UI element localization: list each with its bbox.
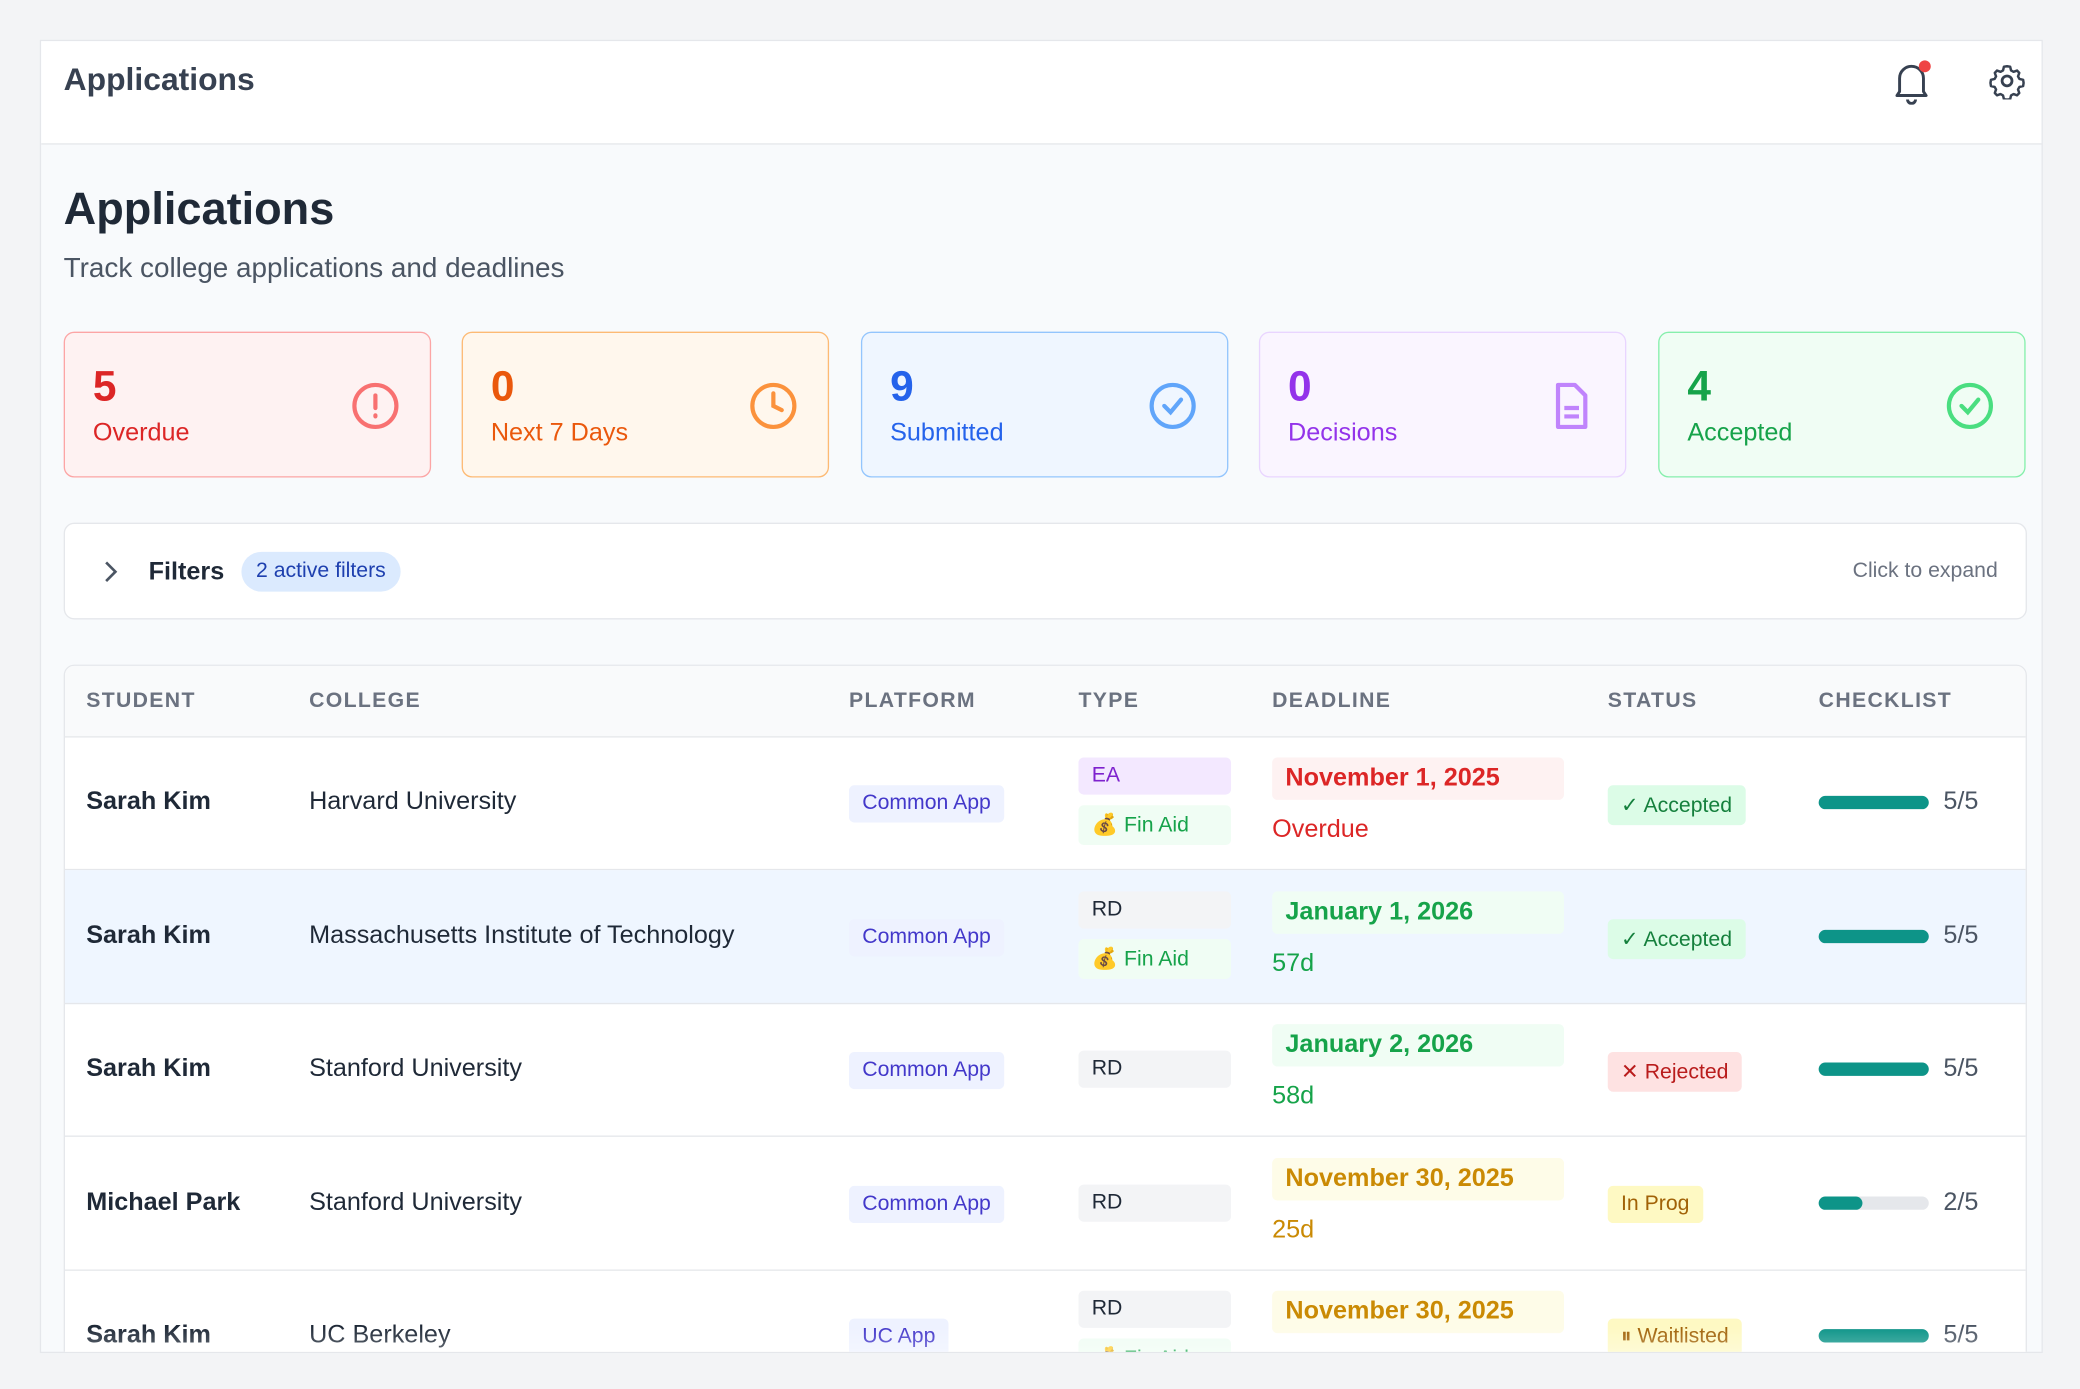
college-name: Massachusetts Institute of Technology bbox=[309, 921, 735, 950]
stat-card[interactable]: 9 Submitted bbox=[860, 331, 1229, 478]
deadline-note: 58d bbox=[1272, 1082, 1315, 1111]
type-badge: RD bbox=[1078, 1183, 1232, 1222]
type-badge: RD bbox=[1078, 1290, 1232, 1328]
app-panel: Applications Applications Track college … bbox=[39, 39, 2043, 1354]
notifications-button[interactable] bbox=[1892, 60, 1932, 105]
stat-label: Accepted bbox=[1687, 419, 1793, 448]
filters-label: Filters bbox=[148, 558, 225, 587]
top-bar: Applications bbox=[41, 41, 2042, 145]
college-name: Harvard University bbox=[309, 787, 517, 816]
checklist-fill bbox=[1818, 929, 1929, 943]
stat-value: 0 bbox=[490, 362, 515, 410]
student-name: Sarah Kim bbox=[86, 1054, 211, 1083]
checklist-fill bbox=[1818, 1062, 1929, 1076]
checklist-count: 2/5 bbox=[1943, 1187, 1979, 1216]
student-name: Michael Park bbox=[86, 1187, 241, 1216]
deadline-date: January 1, 2026 bbox=[1272, 890, 1564, 934]
checklist-count: 5/5 bbox=[1943, 787, 1979, 816]
deadline-date: November 1, 2025 bbox=[1272, 757, 1564, 800]
column-header: STATUS bbox=[1607, 689, 1698, 713]
stat-card[interactable]: 4 Accepted bbox=[1658, 331, 2026, 478]
column-header: CHECKLIST bbox=[1818, 689, 1953, 713]
applications-table: STUDENT COLLEGE PLATFORM TYPE DEADLINE STATUS… bbox=[63, 664, 2027, 1352]
type-badge: 💰 Fin Aid bbox=[1078, 805, 1232, 845]
column-header: COLLEGE bbox=[309, 689, 421, 713]
status-badge: ✕ Rejected bbox=[1607, 1051, 1742, 1092]
platform-badge: Common App bbox=[848, 918, 1005, 956]
column-header: TYPE bbox=[1078, 689, 1140, 713]
table-row[interactable]: Sarah Kim Stanford University Common App RD… bbox=[64, 1003, 2026, 1137]
stat-value: 9 bbox=[890, 362, 914, 410]
college-name: Stanford University bbox=[309, 1187, 523, 1216]
header-title: Applications bbox=[63, 62, 255, 99]
checklist-fill bbox=[1818, 1195, 1863, 1210]
checklist-progress bbox=[1818, 1062, 1929, 1076]
filters-hint: Click to expand bbox=[1852, 559, 1998, 583]
platform-badge: Common App bbox=[848, 785, 1005, 823]
stat-label: Overdue bbox=[92, 419, 190, 448]
stat-card[interactable]: 0 Next 7 Days bbox=[461, 331, 830, 478]
checklist-progress bbox=[1818, 929, 1929, 943]
bottom-fade bbox=[64, 1326, 2026, 1352]
deadline-note: 57d bbox=[1272, 949, 1315, 977]
type-badge: 💰 Fin Aid bbox=[1078, 938, 1232, 979]
table-row[interactable]: Sarah Kim Massachusetts Institute of Tech… bbox=[64, 869, 2026, 1004]
deadline-date: November 30, 2025 bbox=[1272, 1290, 1564, 1334]
checklist-count: 5/5 bbox=[1943, 921, 1979, 950]
column-header: DEADLINE bbox=[1272, 689, 1392, 713]
status-badge: ✓ Accepted bbox=[1607, 918, 1746, 959]
table-row[interactable]: Michael Park Stanford University Common Ap… bbox=[64, 1136, 2026, 1271]
stat-value: 4 bbox=[1687, 362, 1711, 410]
column-header: STUDENT bbox=[86, 689, 196, 713]
filters-badge: 2 active filters bbox=[241, 551, 401, 592]
type-badge: RD bbox=[1078, 890, 1232, 928]
stat-card[interactable]: 0 Decisions bbox=[1258, 331, 1627, 478]
table-header: STUDENT COLLEGE PLATFORM TYPE DEADLINE STATUS… bbox=[64, 665, 2026, 738]
checklist-progress bbox=[1818, 795, 1929, 810]
table-row[interactable]: Sarah Kim Harvard University Common App EA 💰… bbox=[64, 736, 2026, 871]
status-badge: In Prog bbox=[1607, 1185, 1703, 1223]
status-badge: ✓ Accepted bbox=[1607, 785, 1746, 826]
checklist-count: 5/5 bbox=[1943, 1054, 1979, 1083]
stat-value: 5 bbox=[92, 362, 117, 410]
type-badge: RD bbox=[1078, 1050, 1232, 1088]
deadline-note: 25d bbox=[1272, 1215, 1315, 1244]
page-title: Applications bbox=[63, 184, 335, 235]
type-badge: EA bbox=[1078, 757, 1232, 795]
deadline-date: November 30, 2025 bbox=[1272, 1157, 1564, 1200]
student-name: Sarah Kim bbox=[86, 921, 211, 950]
deadline-note: Overdue bbox=[1272, 815, 1369, 844]
filters-panel[interactable]: Filters 2 active filters Click to expand bbox=[63, 522, 2027, 620]
checklist-progress bbox=[1818, 1195, 1929, 1210]
stat-label: Decisions bbox=[1288, 419, 1398, 448]
page-subtitle: Track college applications and deadlines bbox=[63, 253, 565, 284]
platform-badge: Common App bbox=[848, 1051, 1005, 1090]
college-name: Stanford University bbox=[309, 1054, 523, 1083]
column-header: PLATFORM bbox=[848, 689, 976, 713]
student-name: Sarah Kim bbox=[86, 787, 211, 816]
platform-badge: Common App bbox=[848, 1185, 1005, 1223]
stat-card[interactable]: 5 Overdue bbox=[63, 331, 432, 478]
checklist-fill bbox=[1818, 795, 1929, 810]
stat-label: Next 7 Days bbox=[490, 419, 629, 448]
deadline-date: January 2, 2026 bbox=[1272, 1024, 1564, 1067]
settings-button[interactable] bbox=[1988, 62, 2025, 100]
stat-label: Submitted bbox=[890, 419, 1004, 448]
stat-value: 0 bbox=[1288, 362, 1312, 410]
